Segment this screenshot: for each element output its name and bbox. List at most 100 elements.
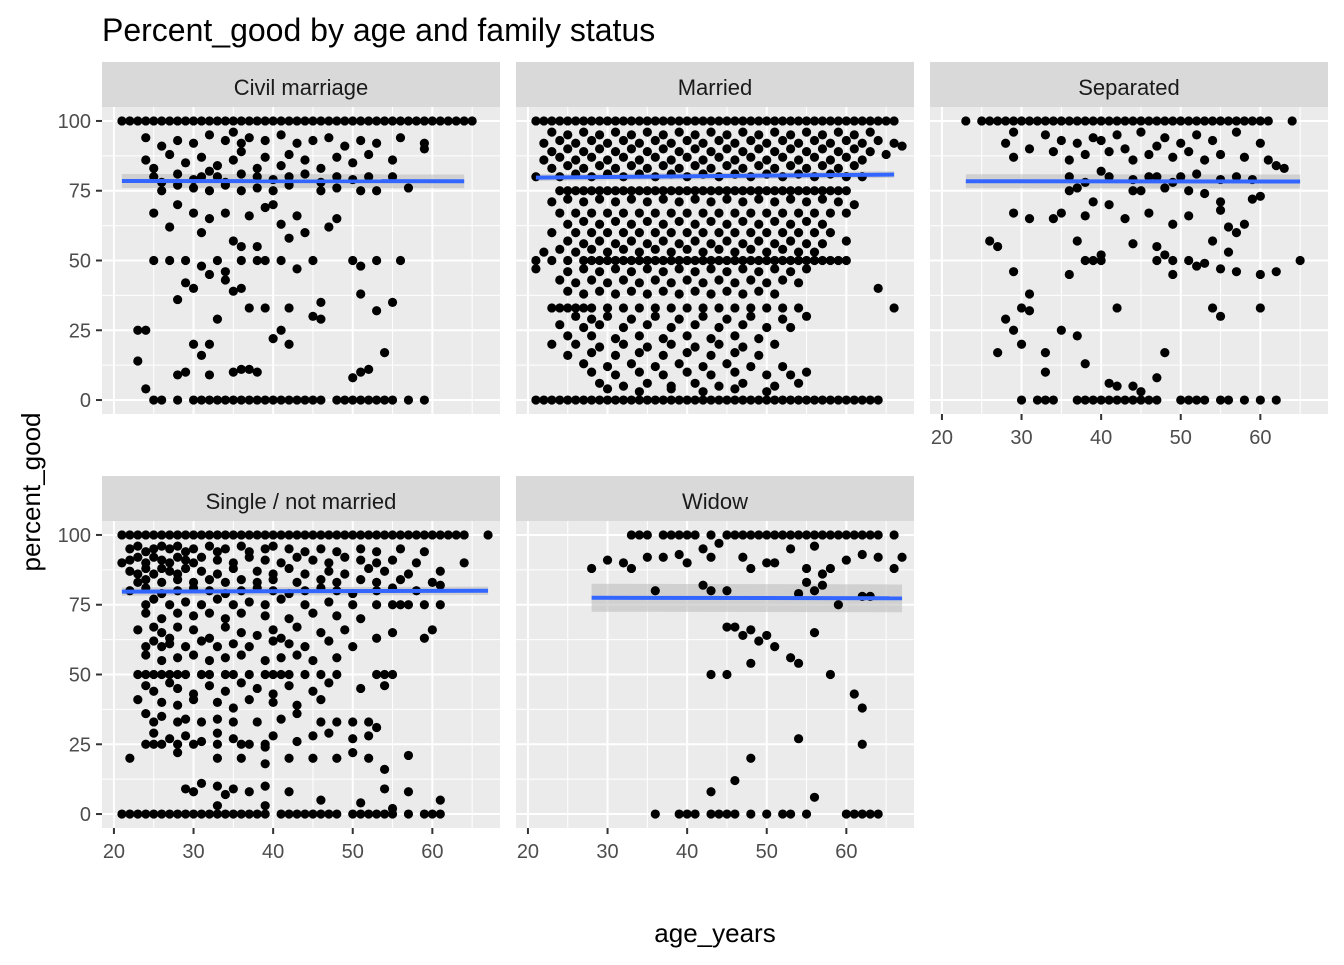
data-point (675, 395, 684, 404)
data-point (659, 553, 668, 562)
data-point (245, 670, 254, 679)
data-point (706, 116, 715, 125)
data-point (292, 578, 301, 587)
data-point (1208, 136, 1217, 145)
data-point (229, 116, 238, 125)
data-point (356, 261, 365, 270)
data-point (810, 248, 819, 257)
data-point (722, 186, 731, 195)
data-point (356, 544, 365, 553)
data-point (722, 236, 731, 245)
data-point (714, 245, 723, 254)
data-point (1208, 236, 1217, 245)
data-point (1049, 214, 1058, 223)
data-point (189, 695, 198, 704)
data-point (691, 236, 700, 245)
data-point (738, 197, 747, 206)
data-point (181, 555, 190, 564)
data-point (659, 161, 668, 170)
data-point (237, 530, 246, 539)
data-point (579, 147, 588, 156)
data-point (261, 801, 270, 810)
data-point (762, 155, 771, 164)
data-point (141, 547, 150, 556)
data-point (802, 312, 811, 321)
data-point (1264, 116, 1273, 125)
data-point (746, 362, 755, 371)
data-point (1160, 348, 1169, 357)
data-point (635, 248, 644, 257)
data-point (277, 634, 286, 643)
data-point (834, 530, 843, 539)
data-point (253, 242, 262, 251)
data-point (396, 133, 405, 142)
data-point (786, 395, 795, 404)
data-point (157, 542, 166, 551)
data-point (428, 625, 437, 634)
data-point (141, 650, 150, 659)
data-point (173, 116, 182, 125)
data-point (842, 809, 851, 818)
data-point (762, 370, 771, 379)
data-point (730, 395, 739, 404)
data-point (858, 703, 867, 712)
data-point (667, 139, 676, 148)
data-point (372, 670, 381, 679)
data-point (619, 186, 628, 195)
data-point (372, 723, 381, 732)
data-point (213, 698, 222, 707)
data-point (810, 136, 819, 145)
data-point (1112, 130, 1121, 139)
data-point (324, 729, 333, 738)
data-point (675, 530, 684, 539)
data-point (332, 611, 341, 620)
data-point (571, 340, 580, 349)
data-point (189, 740, 198, 749)
data-point (810, 208, 819, 217)
data-point (316, 544, 325, 553)
data-point (579, 359, 588, 368)
data-point (316, 717, 325, 726)
data-point (651, 228, 660, 237)
data-point (420, 144, 429, 153)
data-point (691, 116, 700, 125)
data-point (651, 136, 660, 145)
data-point (205, 116, 214, 125)
data-point (165, 734, 174, 743)
data-point (181, 158, 190, 167)
data-point (1025, 306, 1034, 315)
data-point (332, 670, 341, 679)
data-point (659, 267, 668, 276)
data-point (1192, 169, 1201, 178)
data-point (714, 323, 723, 332)
data-point (133, 569, 142, 578)
data-point (874, 136, 883, 145)
data-point (396, 530, 405, 539)
data-point (746, 395, 755, 404)
data-point (643, 147, 652, 156)
data-point (770, 395, 779, 404)
data-point (698, 155, 707, 164)
data-point (555, 153, 564, 162)
data-point (372, 256, 381, 265)
data-point (619, 395, 628, 404)
data-point (762, 186, 771, 195)
data-point (221, 687, 230, 696)
data-point (269, 625, 278, 634)
data-point (770, 239, 779, 248)
data-point (237, 395, 246, 404)
data-point (754, 186, 763, 195)
data-point (818, 195, 827, 204)
data-point (579, 186, 588, 195)
data-point (404, 116, 413, 125)
data-point (237, 139, 246, 148)
data-point (197, 779, 206, 788)
data-point (1256, 303, 1265, 312)
data-point (181, 809, 190, 818)
data-point (1001, 116, 1010, 125)
data-point (762, 208, 771, 217)
data-point (428, 809, 437, 818)
data-point (348, 748, 357, 757)
data-point (834, 147, 843, 156)
